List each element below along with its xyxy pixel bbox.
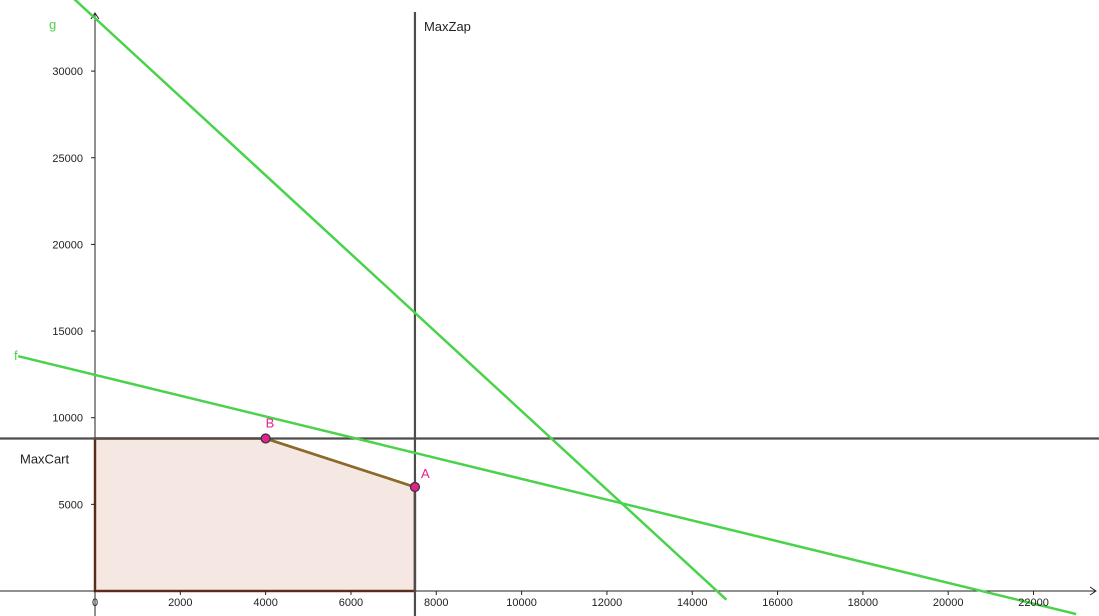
- x-tick-label: 16000: [762, 597, 793, 609]
- point-a: [409, 481, 421, 493]
- y-tick-label: 30000: [52, 66, 83, 78]
- y-tick-label: 25000: [52, 153, 83, 165]
- x-tick-label: 14000: [677, 597, 708, 609]
- y-tick-label: 5000: [59, 499, 83, 511]
- point-label: A: [421, 466, 430, 481]
- point-b: [260, 433, 271, 444]
- x-tick-label: 10000: [506, 597, 537, 609]
- x-tick-label: 12000: [592, 597, 623, 609]
- x-tick-label: 18000: [848, 597, 879, 609]
- points-layer: AB: [260, 415, 430, 493]
- y-tick-label: 20000: [52, 239, 83, 251]
- feasible-region-layer: [93, 437, 417, 593]
- x-tick-label: 22000: [1018, 597, 1049, 609]
- feasible-region-edge-ba: [265, 437, 416, 489]
- x-tick-label: 8000: [424, 597, 448, 609]
- line-f: [17, 354, 1077, 616]
- x-axis-arrow-icon: [1089, 586, 1097, 596]
- x-tick-label: 2000: [168, 597, 192, 609]
- feasible-region: [93, 437, 417, 593]
- x-tick-label: 6000: [339, 597, 363, 609]
- y-tick-label: 15000: [52, 326, 83, 338]
- x-tick-label: 4000: [253, 597, 277, 609]
- horizontal-line-label: MaxCart: [20, 451, 70, 466]
- x-tick-label: 0: [92, 597, 98, 609]
- vertical-line-label: MaxZap: [424, 19, 471, 34]
- x-tick-label: 20000: [933, 597, 964, 609]
- y-tick-label: 10000: [52, 413, 83, 425]
- line-g: [73, 0, 728, 601]
- line-label: f: [14, 348, 18, 363]
- line-label: g: [49, 17, 56, 32]
- ticks-layer: 0 2000 4000 6000 8000 10000 12000 14000 16000 180…: [52, 66, 1048, 609]
- point-label: B: [266, 415, 275, 430]
